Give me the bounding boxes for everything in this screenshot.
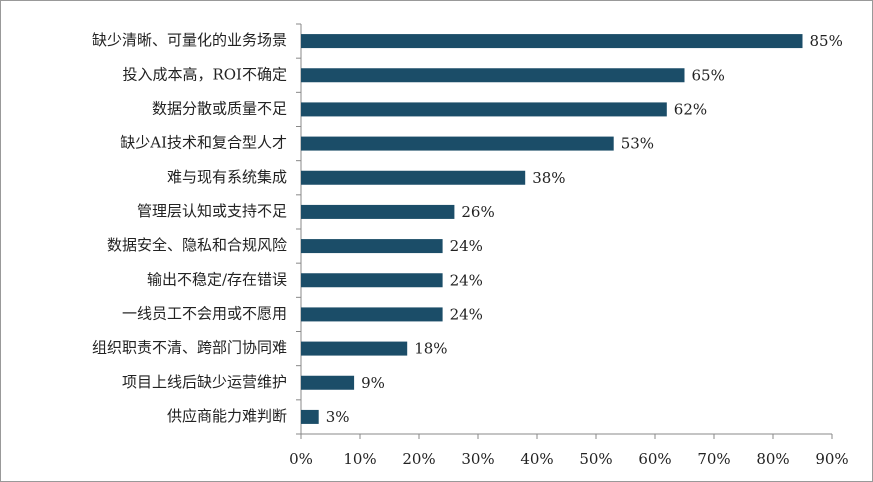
data-label: 85%: [810, 32, 843, 50]
y-tick-label: 输出不稳定/存在错误: [147, 270, 287, 288]
data-label: 38%: [532, 169, 565, 187]
y-tick-label: 缺少清晰、可量化的业务场景: [92, 31, 287, 49]
bar: [301, 102, 667, 117]
x-tick-label: 70%: [697, 450, 730, 468]
bar: [301, 204, 455, 219]
x-tick-label: 40%: [520, 450, 553, 468]
data-label: 24%: [450, 237, 483, 255]
y-tick-label: 一线员工不会用或不愿用: [122, 304, 287, 322]
data-label: 26%: [461, 203, 494, 221]
bar: [301, 34, 803, 49]
x-tick-label: 20%: [402, 450, 435, 468]
y-tick-label: 数据分散或质量不足: [152, 99, 287, 117]
bar: [301, 68, 685, 83]
data-label: 53%: [621, 135, 654, 153]
x-tick-label: 10%: [343, 450, 376, 468]
data-label: 9%: [361, 374, 385, 392]
x-tick-label: 80%: [756, 450, 789, 468]
bar: [301, 307, 443, 322]
x-tick-label: 50%: [579, 450, 612, 468]
y-tick-label: 供应商能力难判断: [167, 407, 287, 425]
x-tick-label: 60%: [638, 450, 671, 468]
x-tick-label: 0%: [289, 450, 313, 468]
bar: [301, 273, 443, 288]
bar: [301, 170, 526, 185]
y-tick-label: 投入成本高，ROI不确定: [122, 65, 287, 83]
bar: [301, 341, 408, 356]
y-tick-label: 管理层认知或支持不足: [137, 202, 287, 220]
bar: [301, 239, 443, 254]
bar: [301, 136, 614, 151]
y-tick-label: 难与现有系统集成: [167, 168, 287, 186]
data-label: 3%: [326, 408, 350, 426]
y-tick-label: 项目上线后缺少运营维护: [122, 373, 287, 391]
x-tick-label: 90%: [815, 450, 848, 468]
y-tick-label: 组织职责不清、跨部门协同难: [92, 339, 287, 357]
data-label: 24%: [450, 305, 483, 323]
data-label: 62%: [674, 100, 707, 118]
y-tick-label: 数据安全、隐私和合规风险: [107, 236, 287, 254]
y-tick-label: 缺少AI技术和复合型人才: [120, 134, 287, 152]
data-label: 18%: [414, 340, 447, 358]
bar: [301, 409, 319, 424]
data-label: 65%: [692, 66, 725, 84]
x-tick-label: 30%: [461, 450, 494, 468]
data-label: 24%: [450, 271, 483, 289]
bar: [301, 375, 355, 390]
